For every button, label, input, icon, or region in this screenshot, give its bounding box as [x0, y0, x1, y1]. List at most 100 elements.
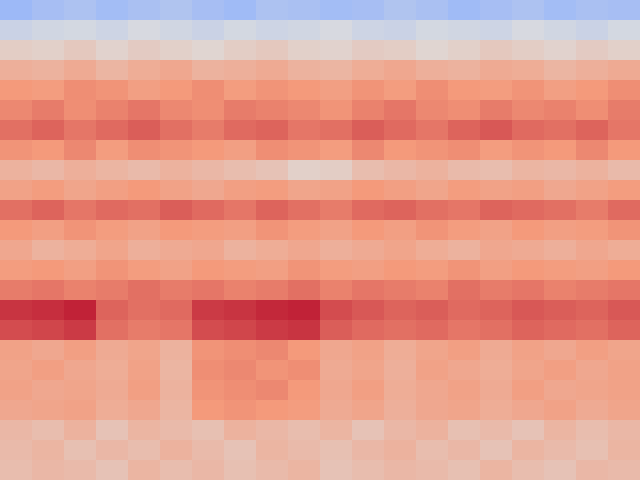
- cell: [544, 200, 577, 221]
- cell: [0, 0, 33, 21]
- cell: [320, 80, 353, 101]
- cell: [384, 420, 417, 441]
- cell: [416, 200, 449, 221]
- cell: [288, 340, 321, 361]
- cell: [160, 420, 193, 441]
- cell: [608, 60, 640, 81]
- cell: [256, 340, 289, 361]
- cell: [608, 300, 640, 321]
- cell: [576, 240, 609, 261]
- cell: [192, 400, 225, 421]
- cell: [160, 100, 193, 121]
- cell: [480, 440, 513, 461]
- cell: [224, 80, 257, 101]
- cell: [256, 440, 289, 461]
- cell: [224, 420, 257, 441]
- cell: [576, 340, 609, 361]
- cell: [384, 20, 417, 41]
- cell: [256, 180, 289, 201]
- cell: [128, 360, 161, 381]
- cell: [448, 20, 481, 41]
- cell: [96, 240, 129, 261]
- cell: [512, 400, 545, 421]
- cell: [96, 220, 129, 241]
- cell: [384, 160, 417, 181]
- cell: [352, 280, 385, 301]
- cell: [32, 0, 65, 21]
- cell: [256, 420, 289, 441]
- cell: [384, 320, 417, 341]
- cell: [288, 240, 321, 261]
- cell: [0, 60, 33, 81]
- cell: [160, 40, 193, 61]
- cell: [160, 80, 193, 101]
- cell: [192, 260, 225, 281]
- cell: [288, 100, 321, 121]
- cell: [96, 460, 129, 480]
- cell: [448, 40, 481, 61]
- cell: [576, 100, 609, 121]
- cell: [128, 220, 161, 241]
- cell: [64, 240, 97, 261]
- cell: [256, 320, 289, 341]
- cell: [192, 280, 225, 301]
- cell: [288, 60, 321, 81]
- cell: [576, 300, 609, 321]
- cell: [576, 120, 609, 141]
- cell: [608, 380, 640, 401]
- cell: [64, 200, 97, 221]
- cell: [288, 140, 321, 161]
- cell: [224, 180, 257, 201]
- cell: [224, 400, 257, 421]
- cell: [32, 460, 65, 480]
- cell: [352, 120, 385, 141]
- cell: [192, 320, 225, 341]
- cell: [576, 260, 609, 281]
- cell: [256, 20, 289, 41]
- cell: [544, 220, 577, 241]
- cell: [32, 440, 65, 461]
- cell: [576, 280, 609, 301]
- cell: [480, 220, 513, 241]
- cell: [448, 200, 481, 221]
- cell: [512, 100, 545, 121]
- cell: [608, 320, 640, 341]
- cell: [352, 300, 385, 321]
- cell: [320, 140, 353, 161]
- cell: [512, 40, 545, 61]
- cell: [544, 160, 577, 181]
- cell: [32, 140, 65, 161]
- cell: [544, 340, 577, 361]
- cell: [96, 300, 129, 321]
- cell: [448, 260, 481, 281]
- cell: [288, 180, 321, 201]
- cell: [224, 120, 257, 141]
- cell: [544, 420, 577, 441]
- cell: [128, 340, 161, 361]
- cell: [544, 240, 577, 261]
- cell: [32, 300, 65, 321]
- cell: [544, 100, 577, 121]
- cell: [320, 100, 353, 121]
- cell: [384, 80, 417, 101]
- cell: [480, 420, 513, 441]
- cell: [352, 100, 385, 121]
- cell: [64, 380, 97, 401]
- cell: [288, 220, 321, 241]
- cell: [32, 20, 65, 41]
- cell: [224, 380, 257, 401]
- cell: [224, 40, 257, 61]
- cell: [32, 280, 65, 301]
- cell: [192, 340, 225, 361]
- cell: [576, 460, 609, 480]
- cell: [128, 60, 161, 81]
- cell: [224, 100, 257, 121]
- cell: [0, 20, 33, 41]
- cell: [448, 220, 481, 241]
- cell: [320, 300, 353, 321]
- cell: [384, 300, 417, 321]
- cell: [128, 180, 161, 201]
- cell: [544, 180, 577, 201]
- cell: [0, 140, 33, 161]
- cell: [256, 280, 289, 301]
